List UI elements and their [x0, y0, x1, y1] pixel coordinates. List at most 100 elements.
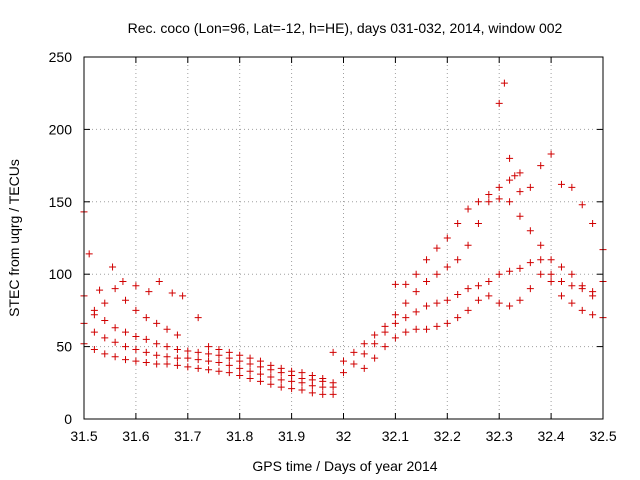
data-point [319, 390, 327, 398]
data-point [412, 288, 420, 296]
data-point [454, 256, 462, 264]
data-point [90, 311, 98, 319]
x-tick-label: 32 [336, 428, 352, 444]
data-point [277, 383, 285, 391]
data-point [256, 370, 264, 378]
data-point [443, 263, 451, 271]
data-point [350, 348, 358, 356]
y-tick-label: 0 [64, 411, 72, 427]
y-tick-label: 200 [49, 121, 73, 137]
data-point [433, 270, 441, 278]
data-point [277, 364, 285, 372]
data-point [402, 299, 410, 307]
x-tick-label: 31.7 [174, 428, 201, 444]
data-point [215, 345, 223, 353]
data-point [267, 361, 275, 369]
data-point [173, 345, 181, 353]
data-point [589, 220, 597, 228]
data-point [101, 299, 109, 307]
data-point [506, 176, 514, 184]
data-point [308, 372, 316, 380]
data-point [506, 302, 514, 310]
data-point [474, 198, 482, 206]
y-tick-label: 150 [49, 194, 73, 210]
data-point [568, 183, 576, 191]
data-point [142, 348, 150, 356]
data-point [516, 169, 524, 177]
data-point [423, 277, 431, 285]
data-point [101, 334, 109, 342]
series-sat-track-7 [340, 246, 607, 377]
data-point [308, 389, 316, 397]
data-point [516, 264, 524, 272]
data-point [205, 343, 213, 351]
data-point [433, 322, 441, 330]
data-point [589, 292, 597, 300]
data-point [236, 364, 244, 372]
data-point [506, 267, 514, 275]
y-tick-label: 50 [56, 339, 72, 355]
data-point [194, 348, 202, 356]
data-point [537, 256, 545, 264]
x-tick-label: 32.1 [382, 428, 409, 444]
data-point [111, 285, 119, 293]
data-point [464, 241, 472, 249]
data-point [288, 367, 296, 375]
data-point [495, 195, 503, 203]
data-point [360, 340, 368, 348]
data-point [547, 150, 555, 158]
data-point [568, 299, 576, 307]
data-point [402, 280, 410, 288]
data-point [371, 340, 379, 348]
data-point [173, 354, 181, 362]
data-point [173, 331, 181, 339]
data-point [90, 328, 98, 336]
data-point [568, 282, 576, 290]
data-point [225, 361, 233, 369]
data-point [443, 234, 451, 242]
data-point [381, 343, 389, 351]
data-point [371, 354, 379, 362]
data-point [340, 357, 347, 365]
series-sat-track-8 [340, 195, 607, 365]
x-tick-label: 32.3 [486, 428, 513, 444]
data-point [163, 360, 171, 368]
data-point [298, 386, 306, 394]
data-point [111, 353, 119, 361]
data-point [516, 296, 524, 304]
data-point [288, 385, 296, 393]
data-point [205, 366, 213, 374]
data-point [485, 198, 493, 206]
data-point [474, 296, 482, 304]
data-point [547, 270, 555, 278]
data-point [516, 212, 524, 220]
data-point [256, 377, 264, 385]
data-point [319, 374, 327, 382]
data-point [109, 263, 117, 271]
data-point [371, 331, 379, 339]
x-tick-label: 31.5 [70, 428, 97, 444]
data-point [516, 188, 524, 196]
data-point [163, 353, 171, 361]
data-point [329, 348, 337, 356]
data-point [578, 201, 586, 209]
data-point [485, 292, 493, 300]
data-point [153, 319, 161, 327]
data-point [111, 338, 119, 346]
plot-frame [83, 56, 604, 420]
data-point [526, 183, 534, 191]
data-point [267, 380, 275, 388]
series-sat-track-4 [85, 250, 202, 322]
data-point [90, 345, 98, 353]
data-point [111, 324, 119, 332]
data-point [402, 328, 410, 336]
data-point [568, 270, 576, 278]
y-tick-label: 100 [49, 266, 73, 282]
data-point [500, 79, 508, 87]
data-point [194, 356, 202, 364]
data-point [101, 350, 109, 358]
data-point [329, 390, 337, 398]
data-point [412, 270, 420, 278]
chart-title: Rec. coco (Lon=96, Lat=-12, h=HE), days … [128, 20, 563, 36]
data-point [423, 302, 431, 310]
